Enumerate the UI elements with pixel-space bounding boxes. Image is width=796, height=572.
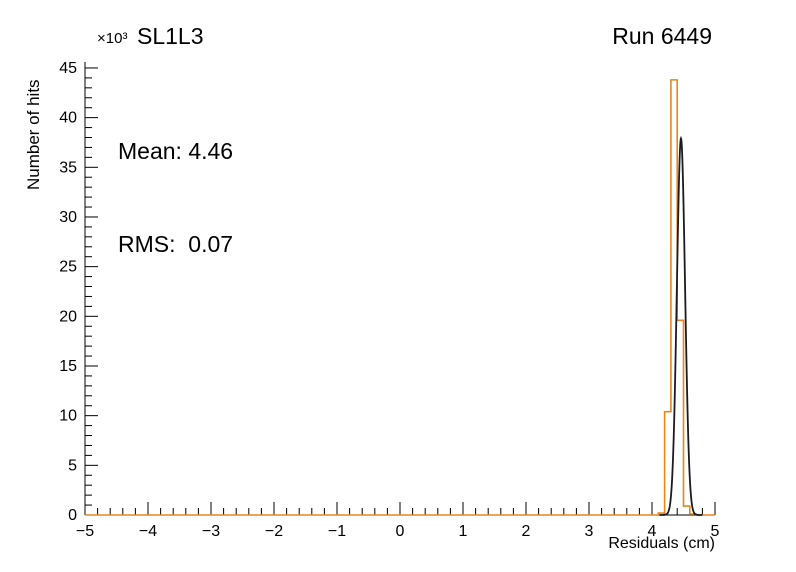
y-tick-label: 15 <box>59 358 77 375</box>
y-axis-title: Number of hits <box>24 79 43 190</box>
y-tick-label: 20 <box>59 308 77 325</box>
y-tick-label: 25 <box>59 259 77 276</box>
plot-title: SL1L3 <box>137 23 204 49</box>
y-tick-label: 0 <box>68 507 77 524</box>
x-tick-label: 5 <box>711 523 720 540</box>
x-tick-label: −3 <box>202 523 220 540</box>
y-tick-label: 5 <box>68 457 77 474</box>
y-tick-label: 45 <box>59 60 77 77</box>
x-tick-label: 1 <box>459 523 468 540</box>
x-tick-label: 4 <box>648 523 657 540</box>
stats-mean: Mean: 4.46 <box>118 138 234 164</box>
stats-box: Mean: 4.46 RMS: 0.07 <box>118 74 233 291</box>
x-tick-label: 0 <box>396 523 405 540</box>
y-tick-label: 40 <box>59 110 77 127</box>
x-tick-label: 2 <box>522 523 531 540</box>
y-tick-label: 30 <box>59 209 77 226</box>
x-tick-label: 3 <box>585 523 594 540</box>
y-tick-label: 35 <box>59 159 77 176</box>
x-tick-label: −4 <box>139 523 157 540</box>
x-tick-label: −1 <box>328 523 346 540</box>
run-label: Run 6449 <box>612 23 712 49</box>
y-tick-label: 10 <box>59 408 77 425</box>
gaussian-fit-curve <box>659 135 703 516</box>
x-tick-label: −5 <box>76 523 94 540</box>
histogram-series <box>85 79 715 516</box>
stats-rms: RMS: 0.07 <box>118 231 234 257</box>
x-axis-title: Residuals (cm) <box>608 535 715 552</box>
x-tick-label: −2 <box>265 523 283 540</box>
y-axis-exponent: ×10³ <box>97 30 128 47</box>
